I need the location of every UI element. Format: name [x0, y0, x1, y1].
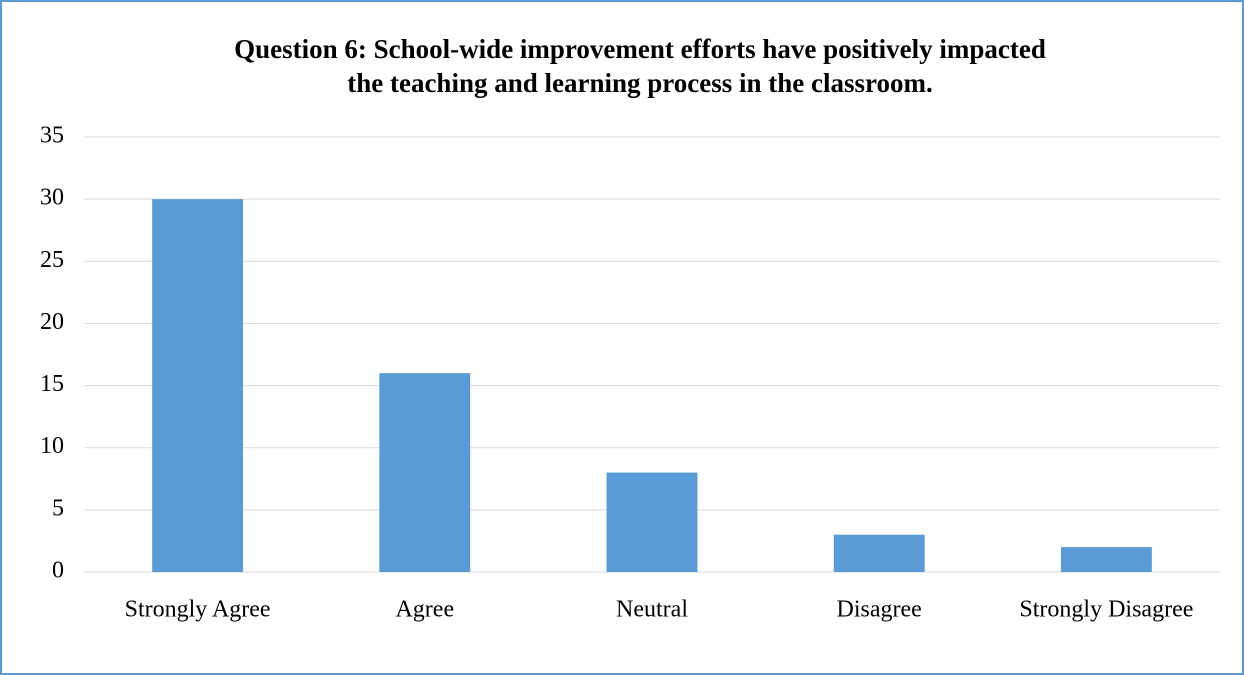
- y-tick-label: 25: [40, 247, 64, 273]
- y-tick-label: 20: [40, 309, 64, 335]
- y-tick-label: 10: [40, 433, 64, 459]
- x-tick-label: Neutral: [616, 597, 688, 623]
- chart-title: the teaching and learning process in the…: [347, 68, 933, 98]
- x-tick-label: Disagree: [837, 597, 922, 623]
- x-tick-label: Agree: [395, 597, 454, 623]
- y-tick-label: 30: [40, 185, 64, 211]
- y-tick-label: 0: [52, 558, 64, 584]
- bar: [152, 199, 244, 572]
- y-tick-label: 15: [40, 371, 64, 397]
- y-tick-label: 35: [40, 123, 64, 149]
- chart-title: Question 6: School-wide improvement effo…: [234, 34, 1046, 64]
- bar: [1060, 547, 1152, 572]
- bar: [606, 472, 698, 572]
- bar: [379, 373, 471, 572]
- x-tick-label: Strongly Disagree: [1019, 597, 1193, 623]
- y-tick-label: 5: [52, 495, 64, 521]
- x-tick-label: Strongly Agree: [125, 597, 271, 623]
- bar: [833, 534, 925, 572]
